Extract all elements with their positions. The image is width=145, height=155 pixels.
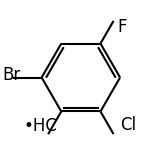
- Text: •HC: •HC: [23, 117, 57, 135]
- Text: F: F: [117, 18, 127, 35]
- Text: Br: Br: [2, 66, 21, 84]
- Text: Cl: Cl: [120, 116, 136, 134]
